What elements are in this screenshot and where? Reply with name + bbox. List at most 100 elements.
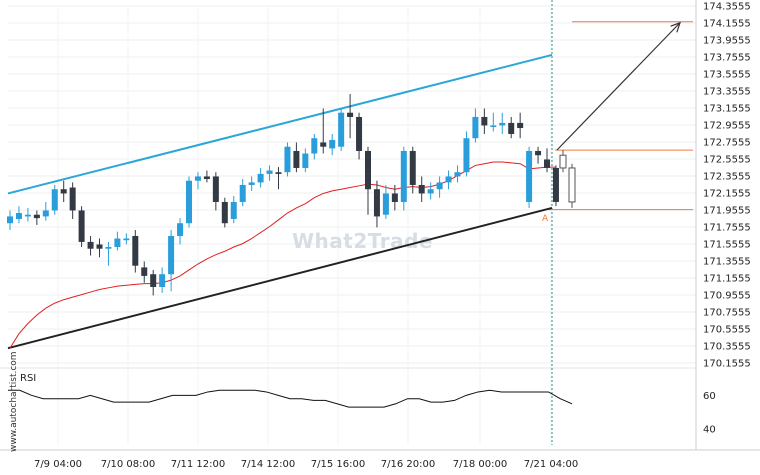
- y-tick-label: 170.1555: [703, 359, 751, 370]
- candle-body-hollow: [559, 154, 567, 169]
- support-line: [7, 206, 553, 350]
- candle-body: [69, 187, 76, 211]
- candle-body: [481, 116, 488, 126]
- candle-body: [7, 216, 13, 224]
- x-axis: 7/9 04:00 7/10 08:00 7/11 12:00 7/14 12:00 7…: [34, 459, 578, 470]
- y-axis: 174.3555 174.1555 173.9555 173.7555 173.5555…: [703, 2, 751, 370]
- candle-body: [302, 153, 309, 168]
- x-tick-label: 7/9 04:00: [34, 459, 82, 470]
- candle-body: [15, 213, 22, 219]
- y-tick-label: 170.7555: [703, 308, 751, 319]
- candles: [7, 94, 576, 296]
- candle-body: [186, 180, 192, 224]
- trend-lines: [7, 21, 681, 350]
- y-tick-label: 171.9555: [703, 206, 751, 217]
- candle-body: [212, 176, 219, 202]
- y-tick-label: 171.1555: [703, 274, 751, 285]
- candle-body: [42, 210, 49, 217]
- y-tick-label: 174.3555: [703, 2, 751, 13]
- candle-body: [168, 235, 175, 275]
- forecast-arrowhead: [670, 21, 681, 33]
- x-tick-label: 7/21 04:00: [524, 459, 578, 470]
- rsi-line: [8, 389, 573, 408]
- candle-body: [544, 159, 550, 168]
- candle-body: [445, 176, 452, 183]
- candle-body: [132, 235, 139, 266]
- y-tick-label: 173.9555: [703, 36, 751, 47]
- candle-body: [78, 210, 85, 242]
- candle-body: [24, 214, 31, 217]
- candle-body: [275, 172, 282, 174]
- y-tick-label: 173.5555: [703, 70, 751, 81]
- x-tick-label: 7/15 16:00: [311, 459, 365, 470]
- pattern-point-label: A: [542, 214, 549, 224]
- candle-body: [221, 201, 228, 224]
- candle-body: [418, 184, 425, 194]
- candle-body: [311, 138, 318, 154]
- candle-body: [114, 238, 121, 248]
- x-tick-label: 7/16 20:00: [381, 459, 435, 470]
- candle-body: [373, 189, 380, 217]
- candle-body: [400, 150, 407, 202]
- candle-body: [87, 241, 94, 249]
- candle-body: [508, 122, 515, 134]
- candle-body: [194, 176, 201, 181]
- y-tick-label: 172.1555: [703, 189, 751, 200]
- rsi-tick-label: 60: [703, 391, 716, 402]
- candle-body: [391, 193, 398, 202]
- rsi-label: RSI: [20, 373, 36, 384]
- candle-body: [248, 182, 255, 185]
- moving-average-line: [9, 161, 556, 349]
- candle-body: [177, 223, 184, 236]
- candle-body: [96, 244, 103, 249]
- candle-body: [409, 150, 416, 185]
- forecast-arrow: [556, 22, 681, 151]
- candle-body: [454, 172, 461, 177]
- candle-body: [51, 189, 58, 211]
- x-tick-label: 7/14 12:00: [241, 459, 295, 470]
- x-tick-label: 7/18 00:00: [453, 459, 507, 470]
- candle-body: [535, 150, 542, 156]
- y-tick-label: 171.7555: [703, 223, 751, 234]
- candle-body: [552, 167, 559, 202]
- candle-body: [436, 182, 443, 190]
- candle-body: [356, 116, 363, 151]
- candle-body: [123, 238, 130, 241]
- candle-body: [203, 176, 210, 180]
- y-tick-label: 172.7555: [703, 138, 751, 149]
- y-tick-label: 173.3555: [703, 87, 751, 98]
- resistance-line: [7, 53, 553, 195]
- x-tick-label: 7/10 08:00: [101, 459, 155, 470]
- y-tick-label: 171.5555: [703, 240, 751, 251]
- candle-body: [239, 184, 246, 202]
- candle-body: [230, 201, 237, 219]
- y-tick-label: 171.3555: [703, 257, 751, 268]
- price-levels: [548, 0, 693, 445]
- candle-body: [463, 138, 470, 173]
- watermark: What2Trade: [292, 229, 433, 253]
- y-tick-label: 172.5555: [703, 155, 751, 166]
- rsi-tick-label: 40: [703, 425, 716, 436]
- moving-average: [9, 161, 556, 349]
- grid: [0, 0, 760, 451]
- y-tick-label: 170.5555: [703, 325, 751, 336]
- y-tick-label: 173.7555: [703, 53, 751, 64]
- candle-body: [150, 274, 157, 287]
- candle-body: [347, 112, 354, 117]
- y-tick-label: 173.1555: [703, 104, 751, 115]
- candle-body: [266, 170, 273, 174]
- y-tick-label: 170.3555: [703, 342, 751, 353]
- candle-body: [517, 122, 524, 129]
- y-tick-label: 172.3555: [703, 172, 751, 183]
- candle-body: [427, 189, 434, 194]
- y-tick-label: 170.9555: [703, 291, 751, 302]
- rsi-panel: 60 40: [8, 389, 716, 436]
- y-tick-label: 174.1555: [703, 19, 751, 30]
- candle-body: [293, 150, 300, 168]
- side-credit: www.autochartist.com: [9, 351, 19, 452]
- y-tick-label: 172.9555: [703, 121, 751, 132]
- candle-body: [159, 274, 166, 287]
- candle-body: [105, 247, 112, 249]
- candle-body: [526, 150, 533, 202]
